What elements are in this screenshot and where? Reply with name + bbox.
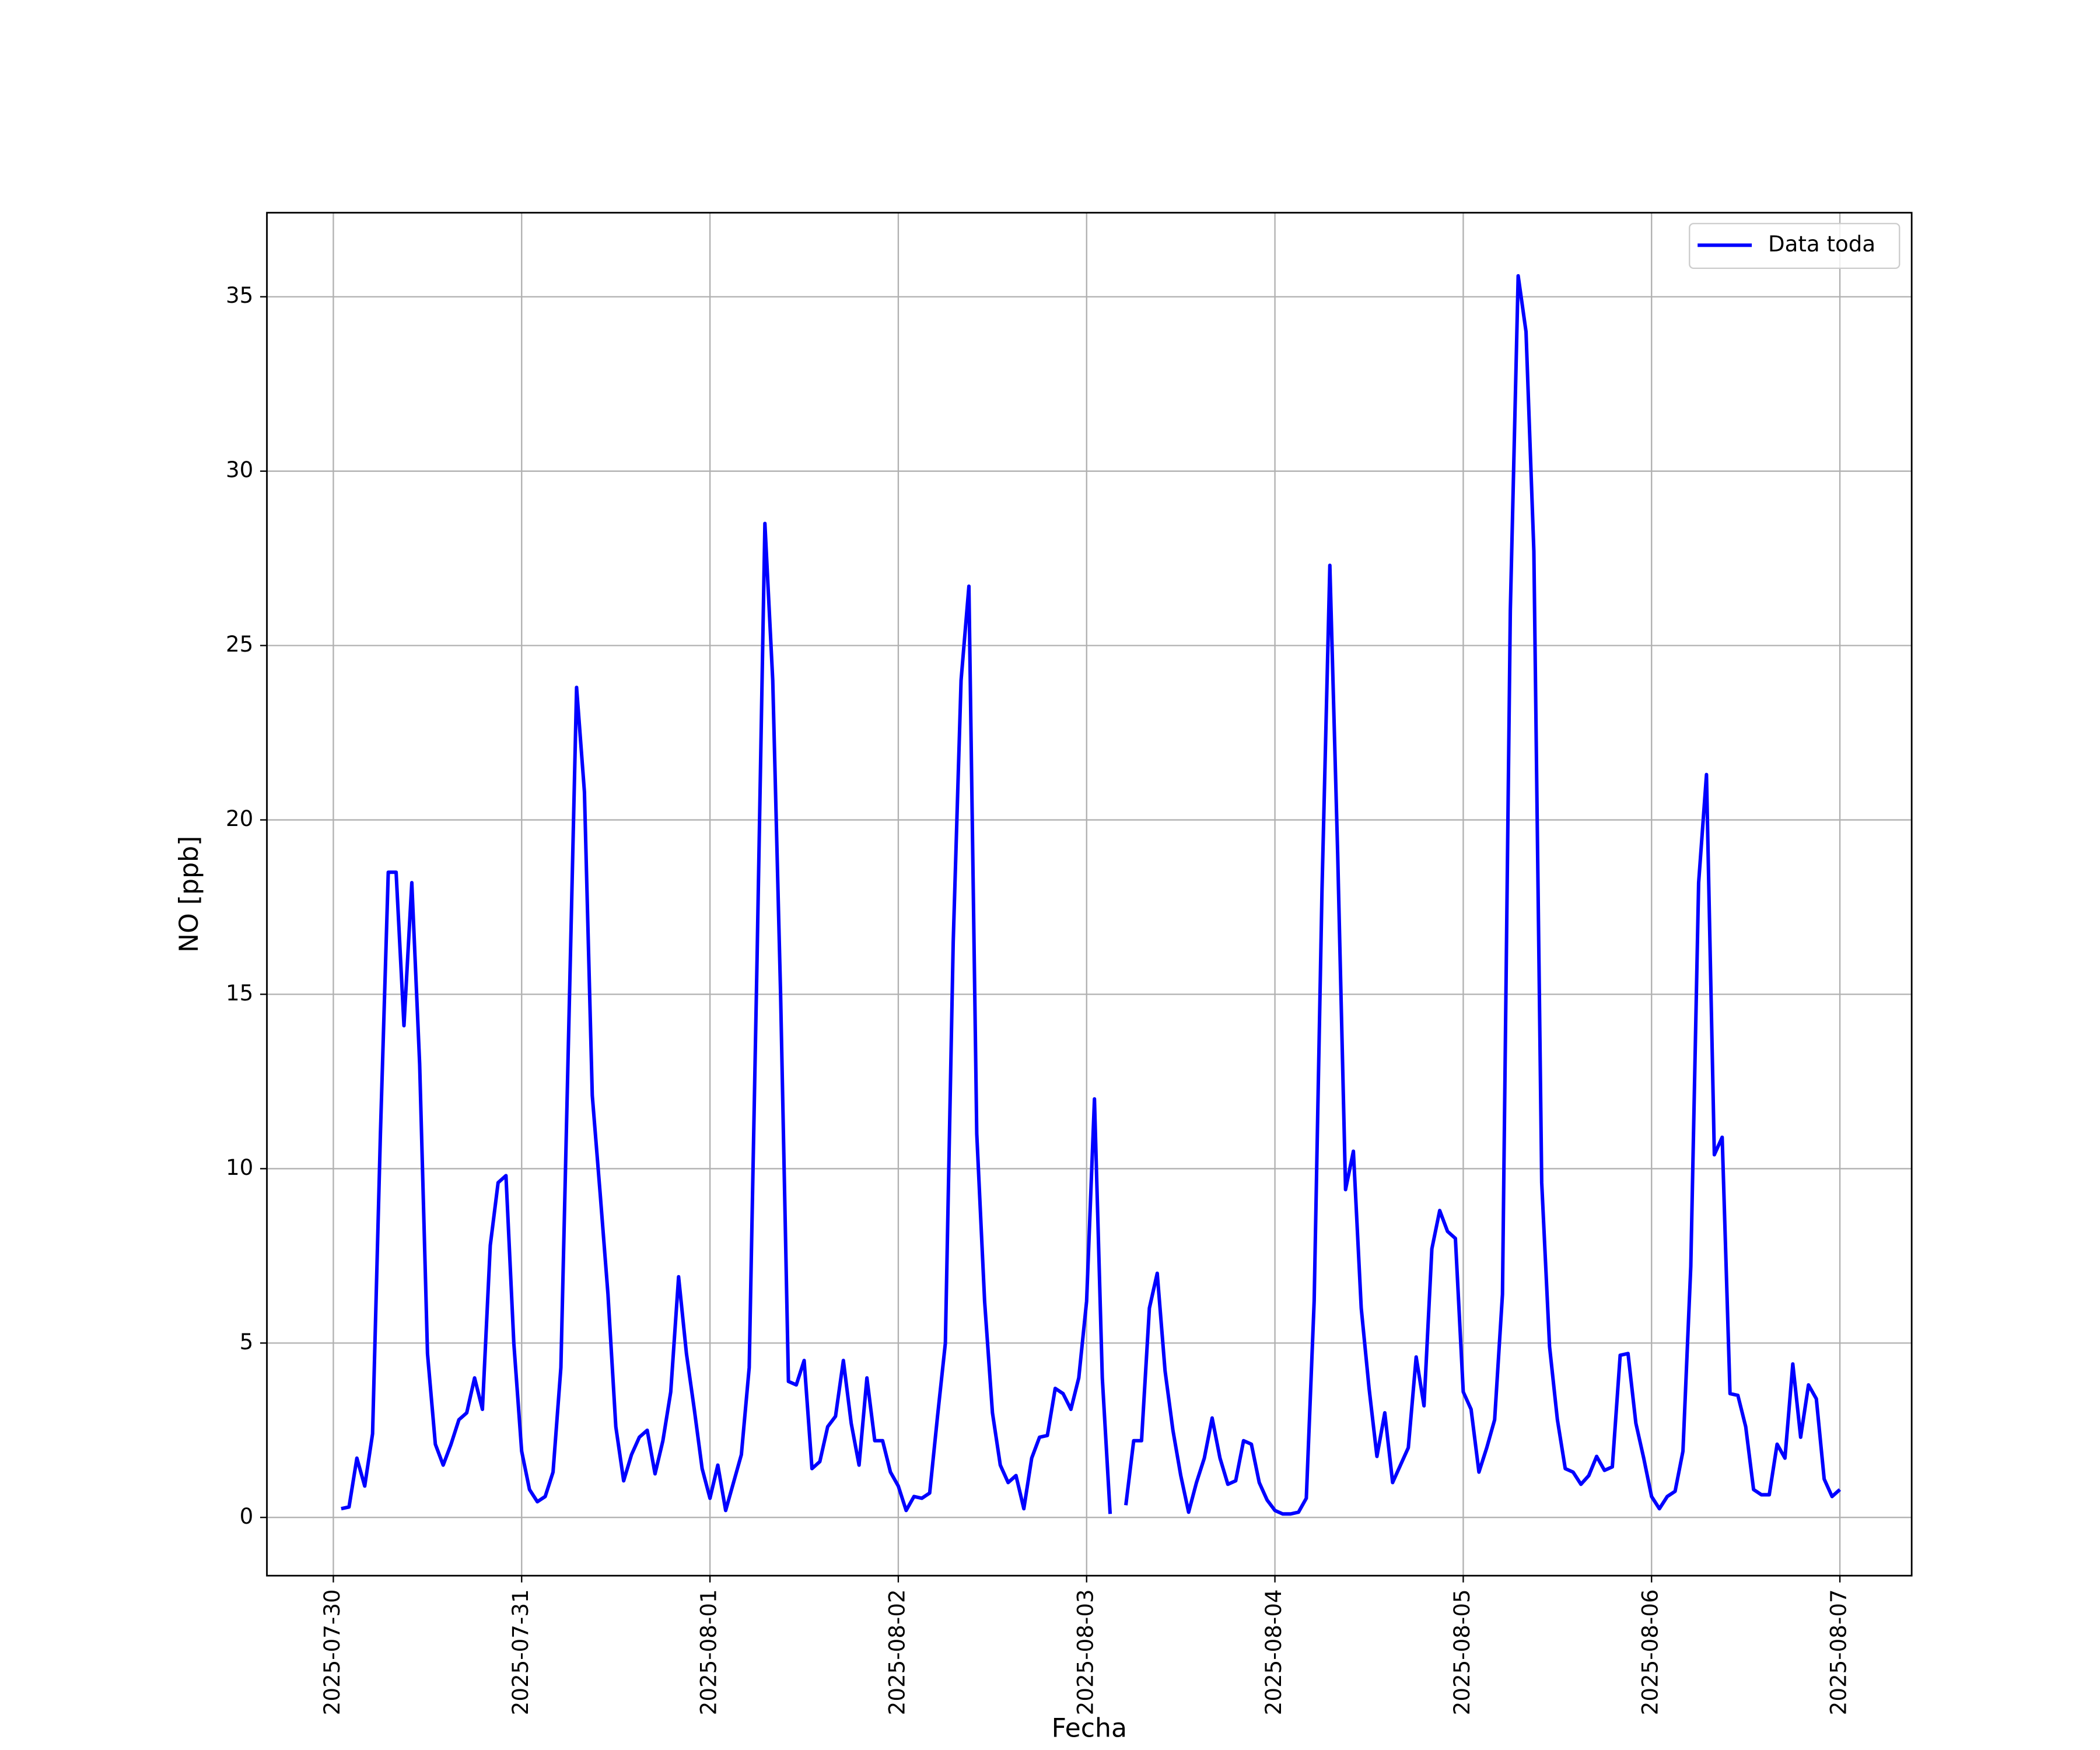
x-axis-label: Fecha — [1052, 1714, 1127, 1744]
x-tick-label: 2025-08-07 — [1826, 1589, 1852, 1715]
x-tick-label: 2025-07-31 — [508, 1589, 533, 1715]
y-axis-label: NO [ppb] — [174, 836, 204, 953]
x-tick-label: 2025-08-03 — [1073, 1589, 1098, 1715]
x-tick-label: 2025-07-30 — [320, 1589, 345, 1715]
data-line — [341, 522, 1112, 1514]
y-tick-label: 0 — [240, 1504, 254, 1529]
y-tick-label: 30 — [226, 457, 253, 482]
x-tick-label: 2025-08-01 — [696, 1589, 722, 1715]
y-tick-label: 15 — [226, 981, 253, 1006]
plot-frame — [266, 212, 1913, 1577]
y-tick-label: 25 — [226, 632, 253, 657]
y-tick-label: 10 — [226, 1155, 253, 1180]
data-line — [1124, 274, 1842, 1516]
y-tick-label: 35 — [226, 283, 253, 308]
legend-label: Data toda — [1768, 232, 1875, 257]
legend-box — [1689, 223, 1901, 270]
x-tick-label: 2025-08-04 — [1261, 1589, 1286, 1715]
legend: Data toda — [1689, 223, 1901, 270]
x-tick-label: 2025-08-06 — [1638, 1589, 1663, 1715]
plot-area: 2025-07-30 2025-07-31 2025-08-01 2025-08-02… — [226, 212, 1913, 1715]
x-tick-label: 2025-08-02 — [884, 1589, 909, 1715]
y-tick-label: 20 — [226, 806, 253, 831]
y-tick-label: 5 — [240, 1329, 254, 1354]
x-tick-label: 2025-08-05 — [1450, 1589, 1475, 1715]
